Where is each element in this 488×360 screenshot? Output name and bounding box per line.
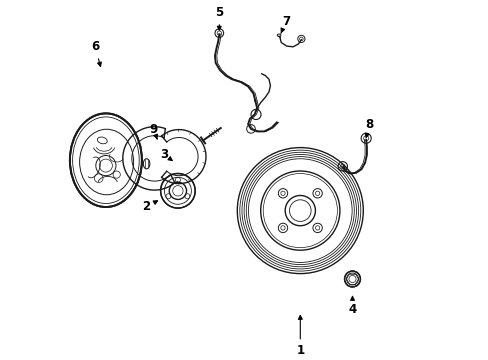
Text: 6: 6	[91, 40, 101, 66]
Circle shape	[237, 148, 363, 274]
Text: 1: 1	[296, 315, 304, 357]
Circle shape	[160, 174, 195, 208]
Text: 2: 2	[142, 201, 157, 213]
Text: 5: 5	[215, 6, 223, 30]
Ellipse shape	[70, 113, 142, 207]
Text: 7: 7	[280, 15, 289, 33]
Text: 3: 3	[160, 148, 172, 161]
Text: 9: 9	[149, 123, 158, 139]
Circle shape	[344, 271, 360, 287]
Text: 8: 8	[365, 118, 373, 138]
Text: 4: 4	[347, 296, 356, 316]
